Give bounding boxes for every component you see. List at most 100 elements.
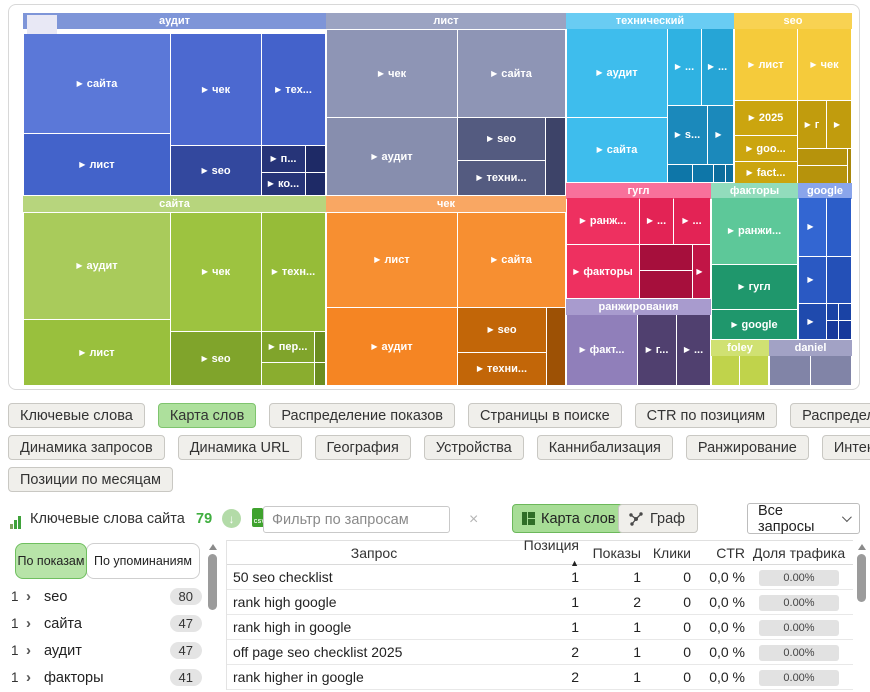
treemap-node[interactable]: ▶... <box>702 29 733 105</box>
treemap-node[interactable] <box>770 356 810 385</box>
treemap-node[interactable] <box>315 332 325 362</box>
treemap-node[interactable]: ▶ факт... <box>567 315 637 385</box>
treemap-group-header[interactable]: лист <box>326 13 566 29</box>
treemap-node[interactable]: ▶ пер... <box>262 332 314 362</box>
word-list-item[interactable]: 1 › аудит 47 <box>8 637 206 664</box>
report-tab[interactable]: География <box>314 435 411 460</box>
wordmap-view-button[interactable]: Карта слов <box>512 504 629 533</box>
treemap-node[interactable] <box>827 321 838 339</box>
col-traffic-share[interactable]: Доля трафика <box>752 544 846 561</box>
report-tab[interactable]: Карта слов <box>157 403 257 428</box>
treemap-node[interactable]: ▶ аудит <box>24 213 170 319</box>
report-tab[interactable]: Интент запроса <box>821 435 870 460</box>
report-tab[interactable]: Ранжирование <box>685 435 809 460</box>
treemap-node[interactable]: ▶ сайта <box>567 118 667 182</box>
treemap-node[interactable] <box>668 165 692 182</box>
treemap-group-header[interactable]: seo <box>734 13 852 29</box>
treemap-group[interactable]: сайта ▶ аудит ▶ чек ▶ техн... ▶ лист ▶ seo ▶ пер... <box>23 196 326 386</box>
word-list-item[interactable]: 1 › seo 80 <box>8 583 206 610</box>
treemap-node[interactable]: ▶ чек <box>327 30 457 117</box>
treemap-node[interactable] <box>827 304 838 320</box>
treemap-group[interactable]: google ▶ ▶ ▶ <box>798 183 852 340</box>
treemap-node[interactable]: ▶ сайта <box>24 34 170 133</box>
treemap-group-header[interactable]: daniel <box>769 340 852 356</box>
treemap-node[interactable]: ▶ s... <box>668 106 707 164</box>
treemap-node[interactable] <box>848 149 851 183</box>
report-tab[interactable]: Устройства <box>423 435 524 460</box>
treemap-node[interactable] <box>693 165 713 182</box>
table-row[interactable]: rank high in google 1 1 0 0,0 % 0.00% <box>227 615 853 640</box>
report-tab[interactable]: Ключевые слова <box>8 403 145 428</box>
treemap-node[interactable]: ▶ seo <box>458 118 545 160</box>
treemap-group-header[interactable]: foley <box>711 340 769 356</box>
treemap-node[interactable] <box>306 146 325 172</box>
treemap-node[interactable]: ▶ лист <box>24 134 170 195</box>
treemap-node[interactable]: ▶ fact... <box>735 162 797 183</box>
treemap-node[interactable] <box>798 149 847 165</box>
treemap-group[interactable]: факторы ▶ ранжи... ▶ гугл ▶ google <box>711 183 798 340</box>
treemap-node[interactable]: ▶ <box>827 101 851 148</box>
col-clicks[interactable]: Клики <box>652 544 691 561</box>
treemap-node[interactable]: ▶ лист <box>735 29 797 100</box>
treemap-node[interactable]: ▶ ранжи... <box>712 198 797 264</box>
scrollbar-thumb[interactable] <box>208 554 217 610</box>
treemap-group-header[interactable]: google <box>798 183 852 199</box>
treemap-group-header[interactable]: чек <box>326 196 566 212</box>
tab-by-mentions[interactable]: По упоминаниям <box>86 543 200 579</box>
treemap-node[interactable]: ▶ техни... <box>458 161 545 195</box>
scroll-up-icon[interactable] <box>857 544 866 550</box>
treemap-group-header[interactable]: сайта <box>23 196 326 212</box>
treemap-node[interactable]: ▶ чек <box>171 34 261 145</box>
treemap-group[interactable]: daniel <box>769 340 852 386</box>
word-list-item[interactable]: 1 › факторы 41 <box>8 664 206 691</box>
treemap-node[interactable]: ▶ аудит <box>327 308 457 385</box>
col-query[interactable]: Запрос <box>350 544 398 561</box>
treemap-node[interactable] <box>726 165 733 182</box>
treemap-group-header[interactable]: факторы <box>711 183 798 199</box>
treemap-node[interactable] <box>640 271 692 298</box>
treemap-node[interactable]: ▶ техни... <box>458 353 546 385</box>
tab-by-impressions[interactable]: По показам <box>15 543 87 579</box>
table-row[interactable]: off page seo checklist 2025 2 1 0 0,0 % 0.00% <box>227 640 853 665</box>
treemap-node[interactable] <box>811 356 851 385</box>
treemap-node[interactable]: ▶ п... <box>262 146 305 172</box>
treemap-node[interactable]: ▶ лист <box>24 320 170 385</box>
treemap-node[interactable] <box>262 363 314 385</box>
treemap-node[interactable]: ▶ г <box>798 101 826 148</box>
treemap-node[interactable]: ▶ сайта <box>458 30 565 117</box>
treemap-group[interactable]: foley <box>711 340 769 386</box>
report-tab[interactable]: Динамика URL <box>177 435 302 460</box>
treemap-node[interactable] <box>827 198 851 256</box>
treemap-group-header[interactable]: гугл <box>566 183 711 199</box>
treemap-node[interactable]: ▶ seo <box>171 332 261 385</box>
treemap-node[interactable]: ▶ <box>693 245 710 298</box>
treemap-node[interactable]: ▶ лист <box>327 213 457 307</box>
treemap-node[interactable]: ▶ google <box>712 310 797 339</box>
col-ctr[interactable]: CTR <box>716 544 745 561</box>
treemap-node[interactable]: ▶... <box>674 198 710 244</box>
chevron-right-icon[interactable]: › <box>26 669 31 686</box>
download-icon[interactable]: ↓ <box>222 509 241 528</box>
treemap-node[interactable]: ▶ аудит <box>567 29 667 117</box>
treemap-node[interactable]: ▶ <box>799 304 826 339</box>
treemap-group[interactable]: аудит ▶ сайта ▶ чек ▶ тех... ▶ лист ▶ seo ▶ п... ▶ ко.… <box>23 13 326 196</box>
treemap-node[interactable]: ▶ гугл <box>712 265 797 309</box>
treemap-node[interactable] <box>798 166 847 183</box>
clear-filter-icon[interactable]: × <box>469 510 479 528</box>
treemap-group-header[interactable]: технический <box>566 13 734 29</box>
treemap-group[interactable]: гугл ▶ ранж... ▶... ▶... ▶ факторы ▶ <box>566 183 711 299</box>
treemap-group[interactable]: ранжирования ▶ факт... ▶ г... ▶... <box>566 299 711 386</box>
treemap-group[interactable]: чек ▶ лист ▶ сайта ▶ аудит ▶ seo ▶ техни... <box>326 196 566 386</box>
word-list-item[interactable]: 1 › сайта 47 <box>8 610 206 637</box>
treemap-node[interactable]: ▶... <box>668 29 701 105</box>
query-filter-input[interactable] <box>264 511 467 528</box>
treemap-node[interactable] <box>839 304 851 320</box>
report-tab[interactable]: Позиции по месяцам <box>8 467 174 492</box>
treemap-node[interactable]: ▶ <box>799 257 826 303</box>
chevron-right-icon[interactable]: › <box>26 588 31 605</box>
graph-view-button[interactable]: Граф <box>618 504 699 533</box>
treemap-node[interactable]: ▶ техн... <box>262 213 325 331</box>
treemap-node[interactable]: ▶ чек <box>171 213 261 331</box>
treemap-node[interactable]: ▶ аудит <box>327 118 457 195</box>
word-list-scrollbar[interactable] <box>205 541 220 692</box>
